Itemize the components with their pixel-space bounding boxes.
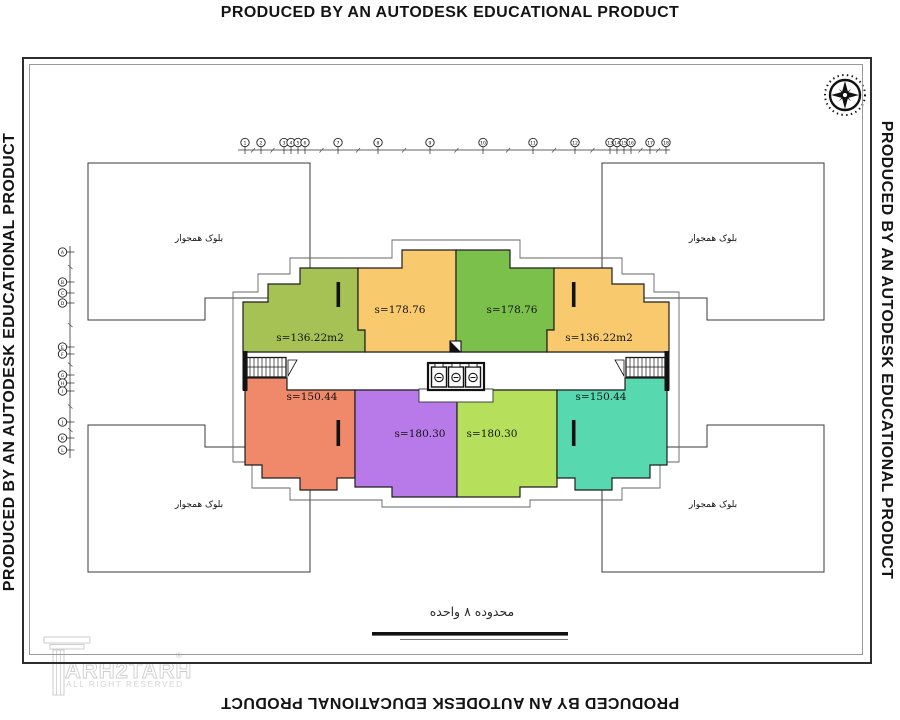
stair-door-swing-right: [614, 359, 625, 378]
unit-bottom-inner-right: [456, 389, 558, 498]
area-label: s=180.30: [467, 428, 518, 440]
unit-bottom-left-outer: [244, 377, 356, 491]
svg-text:10: 10: [480, 140, 486, 146]
area-label: s=178.76: [375, 304, 426, 316]
svg-text:G: G: [61, 373, 65, 379]
corridor-end-wall-left: [243, 351, 248, 391]
north-compass-icon: [824, 74, 866, 116]
svg-text:B: B: [61, 280, 64, 286]
svg-text:17: 17: [647, 140, 653, 146]
title-underline-thin: [400, 639, 568, 640]
svg-text:9: 9: [429, 140, 432, 146]
svg-text:D: D: [61, 301, 65, 307]
svg-text:3: 3: [283, 140, 286, 146]
svg-text:7: 7: [337, 140, 340, 146]
unit-top-right-outer: [546, 267, 670, 353]
svg-text:6: 6: [304, 140, 307, 146]
svg-text:L: L: [61, 448, 64, 454]
sheet-title-block: محدوده ۸ واحده: [372, 604, 568, 640]
stair-door-swing-left: [287, 359, 298, 378]
svg-text:1: 1: [244, 140, 247, 146]
logo-subtext: ALL RIGHT RESERVED: [66, 679, 184, 689]
plot-stamp-bottom: PRODUCED BY AN AUTODESK EDUCATIONAL PROD…: [220, 694, 680, 711]
svg-text:F: F: [61, 352, 64, 358]
area-label: s=150.44: [287, 391, 338, 403]
svg-text:I: I: [62, 389, 63, 395]
svg-text:C: C: [61, 291, 64, 297]
svg-text:15: 15: [621, 140, 627, 146]
left-grid-dimension-line: A BCD EF GHI J KL: [57, 246, 75, 458]
section-marker-icon: [449, 340, 462, 353]
registered-mark-icon: ®: [176, 651, 182, 660]
svg-text:2: 2: [260, 140, 263, 146]
site-outline: [232, 239, 680, 508]
logo-capital-mid: [49, 644, 85, 650]
area-label: s=136.22m2: [565, 332, 633, 344]
elevator-core: [418, 361, 494, 403]
logo-capital-top: [43, 636, 91, 644]
svg-text:J: J: [61, 420, 63, 426]
plot-stamp-top: PRODUCED BY AN AUTODESK EDUCATIONAL PROD…: [220, 4, 680, 21]
sheet-title: محدوده ۸ واحده: [430, 604, 515, 620]
block-label: بلوک همجوار: [688, 499, 737, 510]
svg-text:A: A: [61, 250, 65, 256]
logo-column-flutes: [56, 650, 61, 695]
svg-text:18: 18: [663, 140, 669, 146]
title-underline-thick: [372, 632, 568, 636]
svg-text:5: 5: [297, 140, 300, 146]
adjacent-block-top-left: [87, 162, 311, 321]
unit-bottom-inner-left: [354, 389, 458, 498]
plot-stamp-left: PRODUCED BY AN AUTODESK EDUCATIONAL PROD…: [1, 132, 18, 592]
block-label: بلوک همجوار: [688, 233, 737, 244]
unit-top-inner-right: [455, 249, 555, 353]
tarh2tarh-logo: ARH2TARH ALL RIGHT RESERVED ®: [43, 636, 192, 696]
svg-text:H: H: [61, 381, 64, 387]
svg-text:11: 11: [530, 140, 536, 146]
svg-text:4: 4: [290, 140, 293, 146]
adjacent-block-labels: بلوک همجوار بلوک همجوار بلوک همجوار بلوک…: [174, 233, 737, 510]
area-labels: s=136.22m2 s=178.76 s=178.76 s=136.22m2 …: [276, 304, 633, 440]
svg-text:16: 16: [628, 140, 634, 146]
svg-text:E: E: [61, 345, 64, 351]
wall-ticks: [243, 282, 669, 446]
svg-text:13: 13: [607, 140, 613, 146]
svg-text:12: 12: [572, 140, 578, 146]
area-label: s=180.30: [395, 428, 446, 440]
top-grid-dimension-line: 1 2 3 4 5 6 7 8 9 10 11 12 13 14 15 16 17 18: [238, 137, 671, 154]
stairwells: [246, 356, 666, 378]
area-label: s=136.22m2: [276, 332, 344, 344]
svg-text:K: K: [61, 436, 65, 442]
block-label: بلوک همجوار: [174, 499, 223, 510]
svg-text:14: 14: [614, 140, 620, 146]
unit-bottom-right-outer: [556, 377, 668, 491]
plot-stamp-right: PRODUCED BY AN AUTODESK EDUCATIONAL PROD…: [878, 120, 895, 580]
apartment-units: [242, 249, 670, 498]
svg-text:8: 8: [377, 140, 380, 146]
area-label: s=150.44: [576, 391, 627, 403]
area-label: s=178.76: [487, 304, 538, 316]
unit-top-inner-left: [357, 249, 457, 353]
logo-column-shaft: [52, 649, 65, 696]
block-label: بلوک همجوار: [174, 233, 223, 244]
corridor-end-wall-right: [664, 351, 669, 391]
